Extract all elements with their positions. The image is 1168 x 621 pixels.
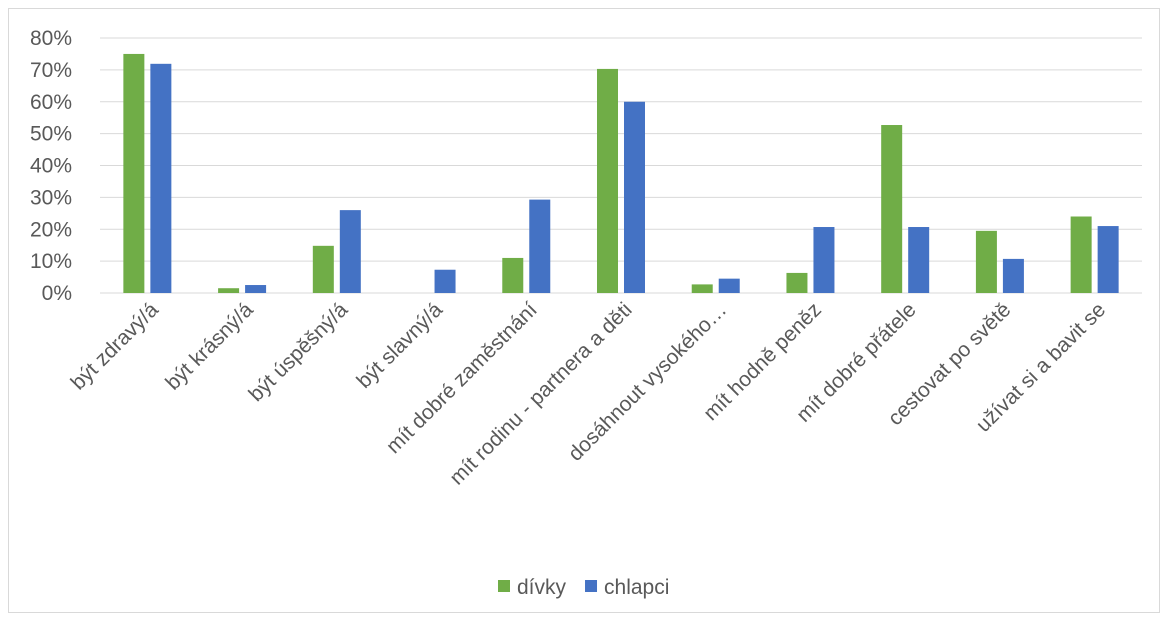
legend-swatch-divky (498, 580, 510, 592)
y-tick-label: 80% (30, 27, 72, 50)
category-label: být zdravý/á (67, 298, 164, 395)
bar-divky (597, 68, 618, 293)
category-label: být úspěšný/á (244, 298, 352, 406)
legend-label-chlapci: chlapci (604, 576, 669, 599)
bar-divky (691, 284, 713, 293)
bar-chlapci (908, 227, 930, 293)
bar-chlapci (1097, 226, 1119, 293)
y-tick-label: 40% (30, 155, 72, 178)
bar-chlapci (1002, 258, 1024, 293)
y-tick-label: 10% (30, 250, 72, 273)
bar-divky (218, 288, 240, 293)
bar-chlapci (813, 227, 835, 293)
y-tick-label: 60% (30, 91, 72, 114)
bar-chlapci (624, 101, 645, 293)
y-tick-label: 0% (42, 282, 72, 305)
category-label: dosáhnout vysokého… (564, 298, 731, 465)
gridlines (100, 37, 1142, 294)
category-label: být slavný/á (352, 298, 447, 393)
bar-divky (786, 272, 808, 293)
bar-chlapci (245, 285, 267, 293)
y-tick-label: 30% (30, 186, 72, 209)
bars (123, 53, 1119, 293)
bar-chlapci (150, 63, 172, 293)
bar-chlapci (718, 278, 740, 293)
bar-chlapci (529, 199, 551, 293)
category-label: být krásný/á (161, 298, 258, 395)
bar-divky (1070, 216, 1092, 293)
y-tick-label: 20% (30, 218, 72, 241)
bar-chlapci (434, 269, 456, 293)
legend-swatch-chlapci (585, 580, 598, 592)
y-tick-label: 50% (30, 123, 72, 146)
bar-divky (123, 53, 145, 293)
y-axis-ticks: 0% 10% 20% 30% 40% 50% 60% 70% 80% (30, 27, 72, 305)
chart-frame (8, 8, 1160, 613)
category-label: mít rodinu - partnera a děti (445, 298, 636, 489)
bar-divky (975, 230, 997, 293)
bar-divky (502, 257, 524, 293)
bar-divky (312, 245, 334, 293)
bar-chlapci (339, 210, 361, 293)
bar-divky (881, 125, 903, 293)
y-tick-label: 70% (30, 59, 72, 82)
legend-label-divky: dívky (517, 576, 567, 599)
legend: dívky chlapci (498, 576, 669, 599)
